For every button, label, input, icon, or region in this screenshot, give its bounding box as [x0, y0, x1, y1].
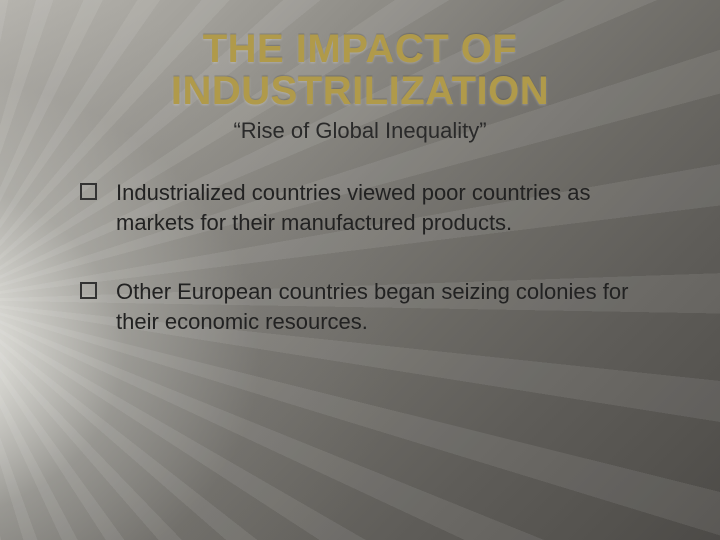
list-item: Other European countries began seizing c…: [80, 277, 660, 336]
slide-container: THE IMPACT OF INDUSTRILIZATION “Rise of …: [0, 0, 720, 540]
bullet-text: Other European countries began seizing c…: [116, 279, 628, 334]
list-item: Industrialized countries viewed poor cou…: [80, 178, 660, 237]
slide-subtitle: “Rise of Global Inequality”: [60, 118, 660, 144]
bullet-list: Industrialized countries viewed poor cou…: [60, 178, 660, 337]
slide-title: THE IMPACT OF INDUSTRILIZATION: [60, 28, 660, 112]
bullet-text: Industrialized countries viewed poor cou…: [116, 180, 590, 235]
